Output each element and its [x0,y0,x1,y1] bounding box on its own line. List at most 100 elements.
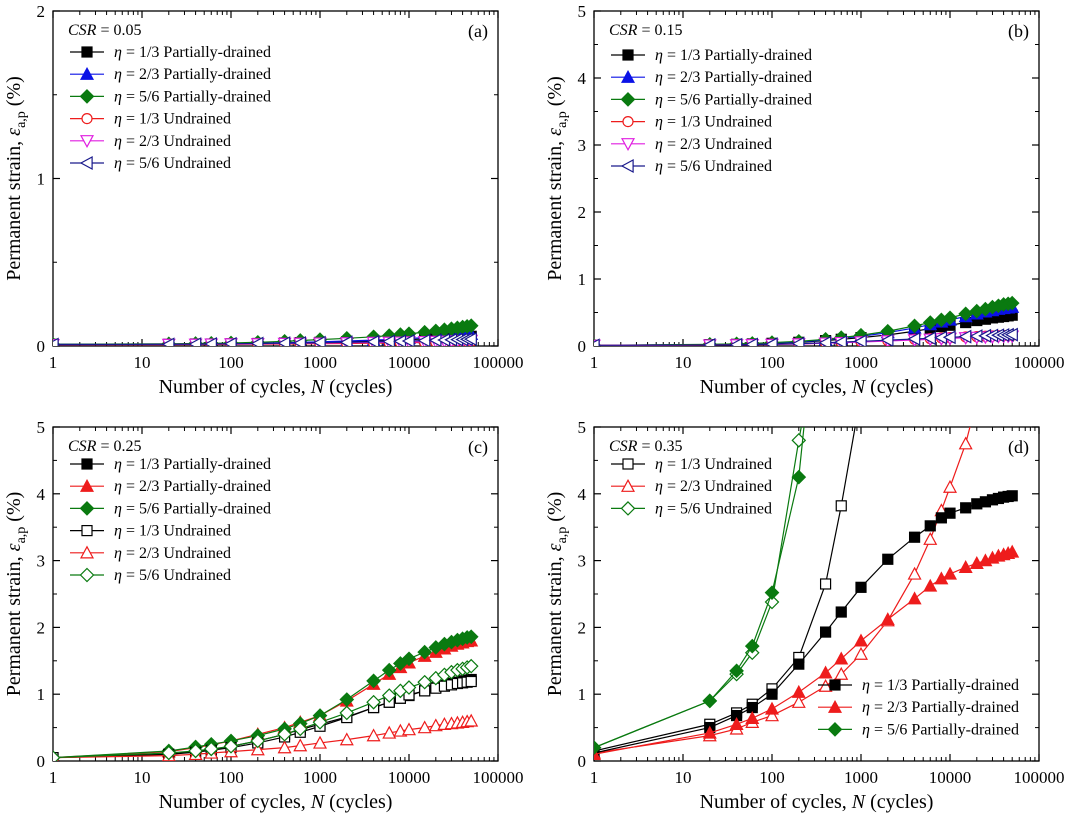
legend-eta-symbol: η [114,111,122,128]
legend-marker [620,92,636,107]
data-point [855,581,867,593]
data-point [594,338,600,346]
legend-eta-value: 5/6 [887,721,907,738]
legend-condition: Undrained [704,114,772,131]
legend-equals: = [870,699,887,716]
legend-marker [622,115,634,128]
legend-condition: Partially-drained [163,478,271,495]
legend-eta-value: 5/6 [139,155,159,172]
legend-marker [79,567,95,583]
legend-condition: Undrained [163,111,231,128]
data-point [702,693,718,709]
y-tick-label: 2 [37,618,46,637]
y-axis-title-symbol: ε [3,128,25,136]
legend-eta-symbol: η [114,567,122,584]
y-tick-label: 4 [578,69,587,88]
x-axis-title-symbol: N [851,376,867,398]
x-tick-label: 100 [218,768,244,787]
x-tick-label: 100 [759,353,785,372]
data-point [880,612,895,626]
y-tick-label: 0 [37,752,46,771]
data-point [907,566,922,580]
data-point [702,725,717,739]
legend-eta-symbol: η [114,88,122,105]
legend-marker [622,458,634,470]
data-point [339,335,353,346]
csr-label-value: = 0.05 [100,22,141,39]
legend-entry: η = 1/3 Undrained [655,456,772,473]
y-tick-label: 2 [578,203,587,222]
data-point [942,479,958,493]
y-axis-title: Permanent strain, εa,p (%) [3,76,29,281]
data-point [401,333,415,346]
x-tick-label: 1000 [844,768,878,787]
legend-entry: η = 5/6 Undrained [655,500,772,517]
legend-marker [620,478,636,492]
y-axis-title-prefix: Permanent strain, [3,551,25,696]
data-point [382,725,397,739]
y-axis-title-suffix: (%) [3,76,25,111]
legend-eta-value: 1/3 [680,456,700,473]
legend-marker [79,155,93,171]
legend-marker [620,158,634,174]
data-point [277,336,291,346]
legend-equals: = [122,66,139,83]
y-tick-label: 2 [578,618,587,637]
y-axis-title-symbol: ε [3,543,25,551]
legend-condition: Partially-drained [704,47,812,64]
legend-marker [79,66,95,80]
legend-eta-symbol: η [862,699,870,716]
data-point [791,336,805,346]
legend-eta-symbol: η [114,478,122,495]
csr-label-value: = 0.35 [641,438,682,455]
legend-marker [79,478,95,492]
data-point [594,740,602,755]
y-tick-label: 1 [578,685,587,704]
legend-entry: η = 5/6 Partially-drained [655,91,812,108]
legend-eta-value: 2/3 [887,699,907,716]
x-axis-title: Number of cycles, N (cycles) [159,376,393,398]
legend-marker [81,46,93,58]
legend-equals: = [122,88,139,105]
legend-entry: η = 1/3 Undrained [655,114,772,131]
legend-equals: = [122,133,139,150]
data-point [1004,295,1020,311]
data-point [853,334,867,346]
y-axis-title-subscript: a,p [555,527,570,544]
data-point [250,742,265,756]
legend-marker [827,722,843,737]
plot-area [594,427,1020,761]
x-tick-label: 1000 [303,353,337,372]
y-tick-label: 4 [37,485,46,504]
plot-frame [52,10,499,347]
x-axis-title-suffix: (cycles) [324,376,392,398]
legend-eta-symbol: η [655,500,663,517]
data-point [463,332,477,346]
legend-entry: η = 2/3 Partially-drained [862,699,1019,716]
x-axis-title-symbol: N [851,791,867,813]
x-axis-title-suffix: (cycles) [865,376,933,398]
panel-tag: (a) [468,21,488,42]
data-point [942,330,956,345]
y-axis-title: Permanent strain, εa,p (%) [544,76,570,281]
legend-condition: Partially-drained [911,721,1019,738]
legend-equals: = [122,155,139,172]
x-tick-label: 10 [675,353,692,372]
y-tick-label: 1 [37,685,46,704]
legend-eta-symbol: η [114,155,122,172]
legend-entry: η = 5/6 Partially-drained [114,88,271,105]
legend-equals: = [122,456,139,473]
y-axis-title-suffix: (%) [544,492,566,527]
data-point [339,732,354,746]
legend-condition: Undrained [163,567,231,584]
data-point [401,651,417,667]
y-tick-label: 3 [578,552,587,571]
legend-eta-symbol: η [655,158,663,175]
data-point [958,560,973,573]
x-axis-title: Number of cycles, N (cycles) [700,791,934,813]
legend-marker [79,89,95,104]
